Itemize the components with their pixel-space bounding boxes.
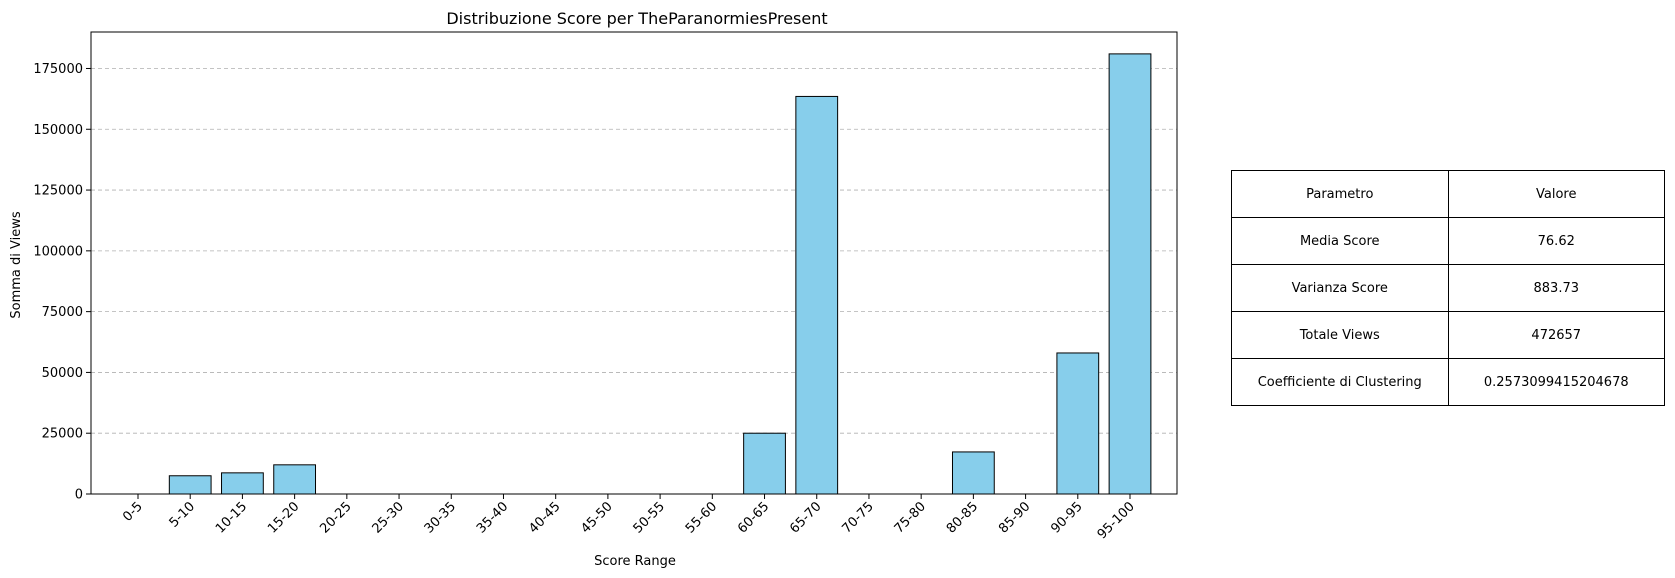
param-name-cell: Coefficiente di Clustering (1231, 358, 1449, 406)
y-ticks: 0 25000 50000 75000 100000 125000 150000 175000 (33, 62, 91, 503)
y-tick-label: 150000 (33, 123, 83, 138)
y-tick-label: 0 (75, 488, 83, 503)
plot-frame (90, 31, 1178, 495)
x-tick-label: 95-100 (1095, 499, 1138, 542)
x-tick-label: 50-55 (631, 499, 668, 536)
y-tick-label: 25000 (42, 427, 83, 442)
x-ticks: 0-5 5-10 10-15 15-20 20-25 25-30 30-35 35-40 40-… (120, 494, 1138, 542)
bars (168, 53, 1152, 495)
param-value-cell: 0.2573099415204678 (1447, 358, 1665, 406)
x-tick-label: 35-40 (474, 499, 511, 536)
table-row: Totale Views 472657 (1231, 311, 1665, 359)
x-tick-label: 85-90 (996, 499, 1033, 536)
bar-10-15 (221, 472, 264, 495)
y-tick-label: 100000 (33, 244, 83, 259)
bar-15-20 (273, 464, 317, 495)
x-tick-label: 0-5 (120, 499, 146, 525)
x-tick-label: 60-65 (735, 499, 772, 536)
param-value-cell: Valore (1447, 170, 1665, 218)
param-value-cell: 76.62 (1447, 217, 1665, 265)
table-row: Coefficiente di Clustering 0.257309941520… (1231, 358, 1665, 406)
x-tick-label: 55-60 (683, 499, 720, 536)
x-tick-label: 90-95 (1048, 499, 1085, 536)
param-name-cell: Parametro (1231, 170, 1449, 218)
param-value-cell: 883.73 (1447, 264, 1665, 312)
y-tick-label: 175000 (33, 62, 83, 77)
x-tick-label: 45-50 (578, 499, 615, 536)
param-name-cell: Varianza Score (1231, 264, 1449, 312)
parameter-table: Parametro Valore Media Score 76.62 Varianza … (1231, 170, 1665, 406)
bar-65-70 (795, 95, 839, 495)
x-axis-label: Score Range (594, 554, 676, 569)
y-tick-label: 50000 (42, 366, 83, 381)
bar-60-65 (743, 432, 786, 495)
x-tick-label: 25-30 (370, 499, 407, 536)
x-tick-label: 65-70 (787, 499, 824, 536)
x-tick-label: 20-25 (317, 499, 354, 536)
x-tick-label: 80-85 (944, 499, 981, 536)
y-axis-label: Somma di Views (9, 211, 24, 318)
param-name-cell: Totale Views (1231, 311, 1449, 359)
x-tick-label: 5-10 (167, 499, 198, 530)
param-value-cell: 472657 (1447, 311, 1665, 359)
x-tick-label: 30-35 (422, 499, 459, 536)
chart-title: Distribuzione Score per TheParanormiesPr… (446, 9, 827, 28)
x-tick-label: 15-20 (265, 499, 302, 536)
table-header-row: Parametro Valore (1231, 170, 1665, 218)
bar-5-10 (168, 475, 212, 495)
table-row: Varianza Score 883.73 (1231, 264, 1665, 312)
bar-90-95 (1056, 352, 1100, 495)
x-tick-label: 40-45 (526, 499, 563, 536)
y-tick-label: 75000 (42, 305, 83, 320)
bar-80-85 (951, 451, 995, 495)
x-tick-label: 70-75 (839, 499, 876, 536)
param-name-cell: Media Score (1231, 217, 1449, 265)
x-tick-label: 75-80 (892, 499, 929, 536)
x-tick-label: 10-15 (213, 499, 250, 536)
gridlines (91, 68, 1177, 434)
bar-95-100 (1108, 53, 1152, 495)
table-row: Media Score 76.62 (1231, 217, 1665, 265)
bar-chart: Distribuzione Score per TheParanormiesPr… (9, 9, 1178, 569)
y-tick-label: 125000 (33, 184, 83, 199)
